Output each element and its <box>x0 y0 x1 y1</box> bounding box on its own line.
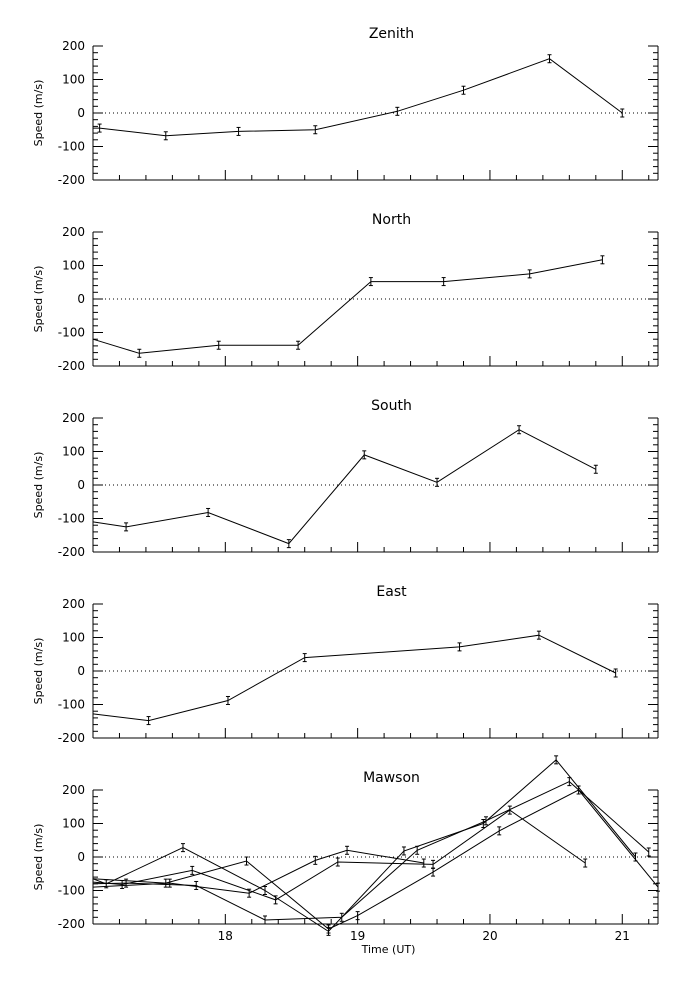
x-tick-label: 20 <box>482 929 497 943</box>
y-tick-label: 200 <box>62 225 85 239</box>
y-tick-label: -100 <box>58 326 85 340</box>
y-tick-label: 0 <box>77 106 85 120</box>
series-line <box>93 58 623 137</box>
y-tick-label: 100 <box>62 817 85 831</box>
y-tick-label: 0 <box>77 478 85 492</box>
series-line <box>92 809 586 901</box>
y-tick-label: -200 <box>58 359 85 373</box>
y-tick-label: 200 <box>62 411 85 425</box>
y-tick-label: 200 <box>62 39 85 53</box>
y-tick-label: -200 <box>58 545 85 559</box>
y-axis-label: Speed (m/s) <box>32 824 45 891</box>
y-tick-label: -200 <box>58 173 85 187</box>
series-line <box>92 789 659 930</box>
series-line <box>92 429 597 545</box>
y-tick-label: -100 <box>58 140 85 154</box>
panel-title: North <box>372 212 411 228</box>
panel-title: Zenith <box>369 26 414 42</box>
y-tick-label: 0 <box>77 850 85 864</box>
y-axis-label: Speed (m/s) <box>32 266 45 333</box>
y-tick-label: -200 <box>58 917 85 931</box>
y-tick-label: -100 <box>58 884 85 898</box>
y-tick-label: -100 <box>58 698 85 712</box>
series-line <box>92 634 616 722</box>
y-tick-label: 100 <box>62 73 85 87</box>
y-tick-label: -100 <box>58 512 85 526</box>
y-axis-label: Speed (m/s) <box>32 80 45 147</box>
y-tick-label: -200 <box>58 731 85 745</box>
series-line <box>92 849 424 894</box>
x-tick-label: 21 <box>615 929 630 943</box>
y-tick-label: 100 <box>62 631 85 645</box>
y-tick-label: 0 <box>77 292 85 306</box>
x-axis-label: Time (UT) <box>361 943 416 956</box>
y-tick-label: 200 <box>62 783 85 797</box>
series-line <box>92 259 603 354</box>
panel-title: South <box>371 398 412 414</box>
panel-title: East <box>376 584 407 600</box>
panel-title: Mawson <box>363 770 420 786</box>
y-tick-label: 100 <box>62 445 85 459</box>
y-tick-label: 100 <box>62 259 85 273</box>
y-axis-label: Speed (m/s) <box>32 452 45 519</box>
x-tick-label: 18 <box>218 929 233 943</box>
y-axis-label: Speed (m/s) <box>32 638 45 705</box>
y-tick-label: 0 <box>77 664 85 678</box>
y-tick-label: 200 <box>62 597 85 611</box>
x-tick-label: 19 <box>350 929 365 943</box>
